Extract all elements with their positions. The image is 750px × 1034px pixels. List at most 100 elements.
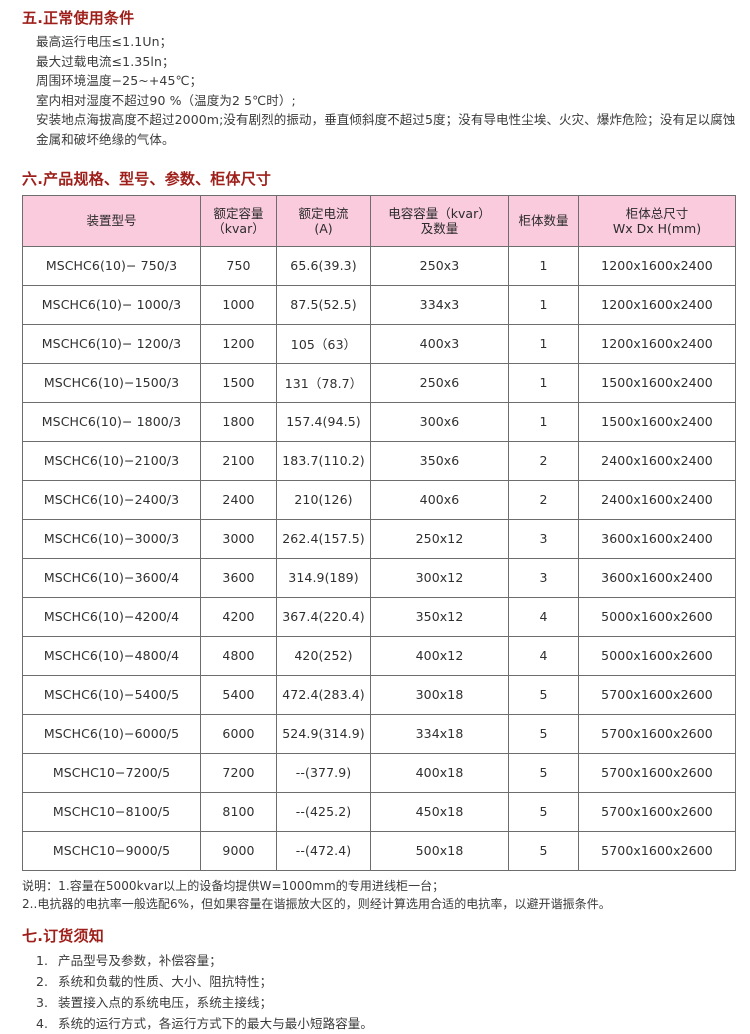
table-row: MSCHC6(10)− 1000/3 1000 87.5(52.5) 334x3 1 12… xyxy=(22,284,736,325)
column-header-model: 装置型号 xyxy=(22,194,201,247)
cell-cabinet-dimensions: 1200x1600x2400 xyxy=(578,245,736,286)
column-header-line1: 额定电流 xyxy=(298,205,349,221)
cell-rated-current: 210(126) xyxy=(276,479,371,520)
cell-rated-current: 314.9(189) xyxy=(276,557,371,598)
usage-condition-line: 安装地点海拔高度不超过2000m;没有剧烈的振动，垂直倾斜度不超过5度；没有导电… xyxy=(36,112,736,128)
cell-rated-current: 472.4(283.4) xyxy=(276,674,371,715)
table-row: MSCHC6(10)−5400/5 5400 472.4(283.4) 300x18 5… xyxy=(22,674,736,715)
cell-cabinet-dimensions: 5000x1600x2600 xyxy=(578,596,736,637)
column-header-cabinet-dimensions: 柜体总尺寸 Wx Dx H(mm) xyxy=(578,194,736,247)
cell-rated-capacity: 750 xyxy=(200,245,277,286)
cell-rated-capacity: 9000 xyxy=(200,830,277,871)
column-header-rated-current: 额定电流 (A) xyxy=(276,194,371,247)
cell-model: MSCHC6(10)− 1000/3 xyxy=(22,284,201,325)
cell-cabinet-quantity: 3 xyxy=(508,557,579,598)
ordering-item-number: 3. xyxy=(36,994,49,1010)
table-row: MSCHC6(10)−3600/4 3600 314.9(189) 300x12 3 36… xyxy=(22,557,736,598)
table-row: MSCHC6(10)−4800/4 4800 420(252) 400x12 4 5000… xyxy=(22,635,736,676)
cell-rated-capacity: 1200 xyxy=(200,323,277,364)
column-header-line1: 装置型号 xyxy=(86,213,137,229)
note-line: 2..电抗器的电抗率一般选配6%，但如果容量在谐振放大区的，则经计算选用合适的电… xyxy=(22,896,611,911)
cell-rated-current: 524.9(314.9) xyxy=(276,713,371,754)
cell-rated-current: 131（78.7） xyxy=(276,362,371,403)
column-header-line2: （kvar） xyxy=(212,220,265,236)
column-header-line2: Wx Dx H(mm) xyxy=(612,220,702,236)
cell-cabinet-quantity: 1 xyxy=(508,245,579,286)
ordering-item-number: 1. xyxy=(36,952,49,968)
table-row: MSCHC10−9000/5 9000 --(472.4) 500x18 5 5700x1… xyxy=(22,830,736,871)
cell-cabinet-dimensions: 1500x1600x2400 xyxy=(578,401,736,442)
cell-model: MSCHC6(10)− 750/3 xyxy=(22,245,201,286)
cell-model: MSCHC10−7200/5 xyxy=(22,752,201,793)
cell-rated-current: --(425.2) xyxy=(276,791,371,832)
cell-cabinet-dimensions: 5000x1600x2600 xyxy=(578,635,736,676)
usage-condition-line: 金属和破坏绝缘的气体。 xyxy=(36,131,175,147)
section-heading-product-specs: 六.产品规格、型号、参数、柜体尺寸 xyxy=(22,169,272,188)
table-row: MSCHC6(10)− 1200/3 1200 105（63） 400x3 1 1200x… xyxy=(22,323,736,364)
cell-cabinet-dimensions: 3600x1600x2400 xyxy=(578,557,736,598)
spec-table-notes: 说明：1.容量在5000kvar以上的设备均提供W=1000mm的专用进线柜一台… xyxy=(0,871,750,913)
usage-condition-line: 最大过载电流≤1.35ln； xyxy=(36,53,175,69)
cell-cabinet-dimensions: 1200x1600x2400 xyxy=(578,284,736,325)
cell-rated-capacity: 3600 xyxy=(200,557,277,598)
cell-rated-current: 420(252) xyxy=(276,635,371,676)
cell-cabinet-quantity: 4 xyxy=(508,596,579,637)
spec-table-header: 装置型号 额定容量 （kvar） 额定电流 (A) 电容容量（kvar） 及数量 xyxy=(22,194,736,247)
cell-capacitor-capacity: 400x3 xyxy=(370,323,509,364)
cell-cabinet-quantity: 5 xyxy=(508,713,579,754)
cell-cabinet-dimensions: 2400x1600x2400 xyxy=(578,479,736,520)
cell-capacitor-capacity: 400x12 xyxy=(370,635,509,676)
cell-model: MSCHC10−9000/5 xyxy=(22,830,201,871)
cell-cabinet-quantity: 1 xyxy=(508,362,579,403)
table-row: MSCHC10−7200/5 7200 --(377.9) 400x18 5 5700x1… xyxy=(22,752,736,793)
table-row: MSCHC6(10)−2100/3 2100 183.7(110.2) 350x6 2 2… xyxy=(22,440,736,481)
table-row: MSCHC6(10)−1500/3 1500 131（78.7） 250x6 1 1500… xyxy=(22,362,736,403)
cell-rated-capacity: 4800 xyxy=(200,635,277,676)
column-header-line1: 柜体数量 xyxy=(518,213,569,229)
cell-rated-capacity: 2400 xyxy=(200,479,277,520)
ordering-item-number: 2. xyxy=(36,973,49,989)
ordering-notice-item: 2. 系统和负载的性质、大小、阻抗特性； xyxy=(36,971,750,992)
cell-rated-capacity: 6000 xyxy=(200,713,277,754)
table-row: MSCHC6(10)−4200/4 4200 367.4(220.4) 350x12 4… xyxy=(22,596,736,637)
ordering-item-text: 产品型号及参数，补偿容量； xyxy=(58,952,222,968)
ordering-item-text: 系统的运行方式，各运行方式下的最大与最小短路容量。 xyxy=(58,1015,374,1031)
cell-rated-current: 183.7(110.2) xyxy=(276,440,371,481)
cell-rated-capacity: 1500 xyxy=(200,362,277,403)
cell-model: MSCHC6(10)−1500/3 xyxy=(22,362,201,403)
cell-model: MSCHC6(10)− 1800/3 xyxy=(22,401,201,442)
cell-cabinet-quantity: 2 xyxy=(508,479,579,520)
column-header-capacitor-capacity: 电容容量（kvar） 及数量 xyxy=(370,194,509,247)
cell-rated-capacity: 3000 xyxy=(200,518,277,559)
column-header-line2: 及数量 xyxy=(420,220,459,236)
cell-capacitor-capacity: 334x18 xyxy=(370,713,509,754)
section-heading-ordering-notice: 七.订货须知 xyxy=(22,926,104,945)
cell-model: MSCHC6(10)−4800/4 xyxy=(22,635,201,676)
cell-cabinet-quantity: 5 xyxy=(508,752,579,793)
ordering-item-number: 4. xyxy=(36,1015,49,1031)
ordering-notice-item: 4. 系统的运行方式，各运行方式下的最大与最小短路容量。 xyxy=(36,1013,750,1034)
spec-table-body: MSCHC6(10)− 750/3 750 65.6(39.3) 250x3 1 1200… xyxy=(22,245,736,871)
cell-cabinet-dimensions: 5700x1600x2600 xyxy=(578,674,736,715)
cell-rated-capacity: 1800 xyxy=(200,401,277,442)
table-row: MSCHC6(10)−3000/3 3000 262.4(157.5) 250x12 3… xyxy=(22,518,736,559)
cell-rated-current: --(472.4) xyxy=(276,830,371,871)
cell-rated-capacity: 1000 xyxy=(200,284,277,325)
cell-cabinet-dimensions: 3600x1600x2400 xyxy=(578,518,736,559)
cell-cabinet-quantity: 1 xyxy=(508,323,579,364)
cell-cabinet-quantity: 5 xyxy=(508,830,579,871)
cell-rated-current: 87.5(52.5) xyxy=(276,284,371,325)
cell-capacitor-capacity: 300x18 xyxy=(370,674,509,715)
cell-cabinet-dimensions: 1200x1600x2400 xyxy=(578,323,736,364)
table-row: MSCHC6(10)− 1800/3 1800 157.4(94.5) 300x6 1 1… xyxy=(22,401,736,442)
cell-rated-capacity: 7200 xyxy=(200,752,277,793)
ordering-notice-item: 1. 产品型号及参数，补偿容量； xyxy=(36,950,750,971)
cell-cabinet-dimensions: 2400x1600x2400 xyxy=(578,440,736,481)
cell-cabinet-quantity: 3 xyxy=(508,518,579,559)
column-header-line1: 额定容量 xyxy=(213,205,264,221)
table-row: MSCHC6(10)−6000/5 6000 524.9(314.9) 334x18 5… xyxy=(22,713,736,754)
cell-capacitor-capacity: 350x6 xyxy=(370,440,509,481)
cell-cabinet-quantity: 5 xyxy=(508,674,579,715)
cell-capacitor-capacity: 500x18 xyxy=(370,830,509,871)
cell-capacitor-capacity: 300x6 xyxy=(370,401,509,442)
